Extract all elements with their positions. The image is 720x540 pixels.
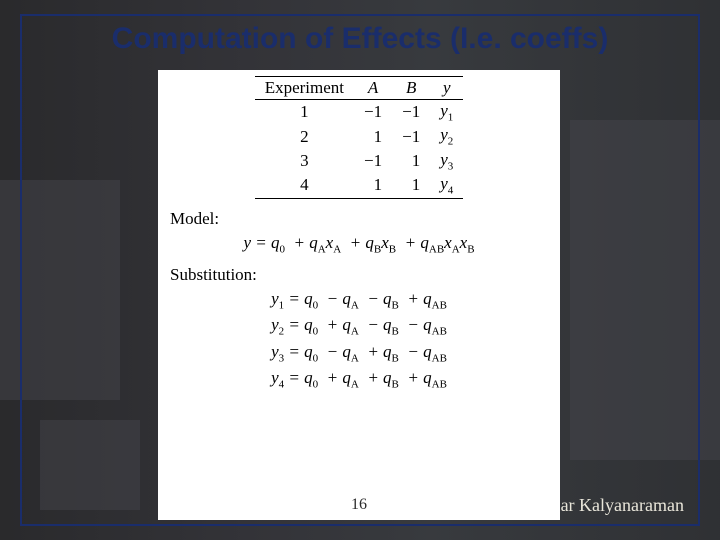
bg-block	[570, 120, 720, 460]
substitution-equations: y1 = q0 − qA − qB + qAB y2 = q0 + qA − q…	[158, 289, 560, 391]
table-row: 3 −1 1 y3	[255, 149, 464, 173]
bg-block	[40, 420, 140, 510]
substitution-label: Substitution:	[170, 265, 560, 285]
equation-line: y4 = q0 + qA + qB + qAB	[158, 368, 560, 390]
equation-line: y3 = q0 − qA + qB − qAB	[158, 342, 560, 364]
col-header: Experiment	[255, 77, 354, 100]
model-label: Model:	[170, 209, 560, 229]
slide-title: Computation of Effects (I.e. coeffs)	[0, 22, 720, 56]
model-equation: y = q0 + qAxA + qBxB + qABxAxB	[158, 233, 560, 255]
table-row: 2 1 −1 y2	[255, 124, 464, 148]
equation-line: y2 = q0 + qA − qB − qAB	[158, 315, 560, 337]
table-row: 1 −1 −1 y1	[255, 100, 464, 125]
col-header: y	[430, 77, 463, 100]
content-card: Experiment A B y 1 −1 −1 y1 2 1 −1 y2	[158, 70, 560, 520]
bg-block	[0, 180, 120, 400]
footer-author: ar Kalyanaraman	[561, 495, 684, 516]
design-matrix-table: Experiment A B y 1 −1 −1 y1 2 1 −1 y2	[255, 76, 464, 199]
table-row: 4 1 1 y4	[255, 173, 464, 198]
col-header: A	[354, 77, 392, 100]
equation-line: y1 = q0 − qA − qB + qAB	[158, 289, 560, 311]
slide: Computation of Effects (I.e. coeffs) Exp…	[0, 0, 720, 540]
page-number: 16	[158, 496, 560, 514]
col-header: B	[392, 77, 430, 100]
